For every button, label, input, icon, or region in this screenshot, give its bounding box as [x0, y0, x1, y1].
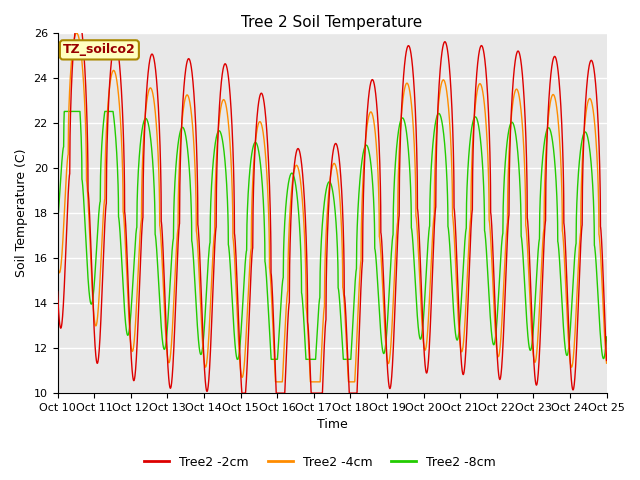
Text: TZ_soilco2: TZ_soilco2: [63, 43, 136, 56]
Legend: Tree2 -2cm, Tree2 -4cm, Tree2 -8cm: Tree2 -2cm, Tree2 -4cm, Tree2 -8cm: [140, 451, 500, 474]
Title: Tree 2 Soil Temperature: Tree 2 Soil Temperature: [241, 15, 422, 30]
Y-axis label: Soil Temperature (C): Soil Temperature (C): [15, 149, 28, 277]
X-axis label: Time: Time: [317, 419, 348, 432]
